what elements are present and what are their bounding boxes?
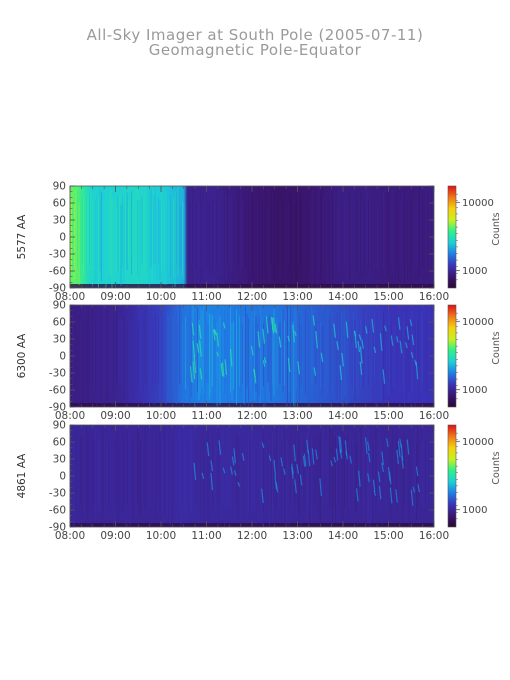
heatmap-texture — [69, 186, 434, 288]
x-tick-label: 11:00 — [191, 410, 221, 422]
y-tick-label: -30 — [49, 368, 66, 380]
x-tick-label: 08:00 — [55, 291, 85, 303]
y-tick-label: -30 — [49, 488, 66, 500]
y-tick-label: -90 — [49, 402, 66, 414]
y-tick-label: 60 — [53, 437, 66, 449]
x-tick-label: 16:00 — [419, 410, 449, 422]
y-axis-label: 6300 AA — [16, 333, 28, 379]
y-tick-label: 0 — [59, 351, 66, 363]
y-tick-label: 30 — [53, 454, 66, 466]
colorbar: 10000 1000 Counts — [447, 304, 502, 408]
x-tick-label: 09:00 — [100, 530, 130, 542]
y-axis-label: 4861 AA — [16, 453, 28, 499]
x-tick-label: 11:00 — [191, 291, 221, 303]
y-tick-label: -60 — [49, 266, 66, 278]
y-tick-label: -30 — [49, 249, 66, 261]
colorbar-label: Counts — [491, 451, 502, 484]
y-tick-label: 90 — [53, 300, 66, 312]
x-tick-label: 16:00 — [419, 530, 449, 542]
y-tick-label: -60 — [49, 385, 66, 397]
y-axis-label: 5577 AA — [16, 214, 28, 260]
y-tick-label: 0 — [59, 232, 66, 244]
x-tick-label: 14:00 — [328, 291, 358, 303]
colorbar-tick-label: 1000 — [462, 266, 487, 277]
x-tick-label: 09:00 — [100, 291, 130, 303]
heatmap-filaments — [193, 436, 420, 506]
x-tick-label: 15:00 — [373, 530, 403, 542]
x-tick-label: 15:00 — [373, 410, 403, 422]
x-tick-label: 10:00 — [146, 291, 176, 303]
x-tick-label: 14:00 — [328, 410, 358, 422]
colorbar: 10000 1000 Counts — [447, 185, 502, 289]
x-tick-label: 10:00 — [146, 530, 176, 542]
x-tick-label: 13:00 — [282, 410, 312, 422]
colorbar-label: Counts — [491, 212, 502, 245]
x-tick-label: 16:00 — [419, 291, 449, 303]
x-tick-label: 12:00 — [237, 291, 267, 303]
x-tick-label: 11:00 — [191, 530, 221, 542]
colorbar-tick-label: 10000 — [462, 317, 494, 328]
colorbar: 10000 1000 Counts — [447, 424, 502, 528]
x-tick-label: 09:00 — [100, 410, 130, 422]
x-tick-label: 14:00 — [328, 530, 358, 542]
heatmap-texture — [69, 305, 434, 407]
y-tick-label: -60 — [49, 505, 66, 517]
y-tick-label: 60 — [53, 317, 66, 329]
x-tick-label: 12:00 — [237, 410, 267, 422]
y-tick-label: 90 — [53, 420, 66, 432]
y-tick-label: -90 — [49, 522, 66, 534]
colorbar-label: Counts — [491, 331, 502, 364]
x-tick-label: 08:00 — [55, 410, 85, 422]
x-tick-label: 12:00 — [237, 530, 267, 542]
x-tick-label: 10:00 — [146, 410, 176, 422]
y-tick-label: -90 — [49, 283, 66, 295]
x-tick-label: 08:00 — [55, 530, 85, 542]
colorbar-tick-label: 10000 — [462, 437, 494, 448]
x-tick-label: 13:00 — [282, 291, 312, 303]
y-tick-label: 0 — [59, 471, 66, 483]
y-tick-label: 60 — [53, 198, 66, 210]
chart-title: All-Sky Imager at South Pole (2005-07-11… — [86, 26, 424, 44]
colorbar-tick-label: 10000 — [462, 198, 494, 209]
colorbar-tick-label: 1000 — [462, 385, 487, 396]
x-tick-label: 13:00 — [282, 530, 312, 542]
chart-subtitle: Geomagnetic Pole-Equator — [148, 41, 362, 59]
y-tick-label: 90 — [53, 181, 66, 193]
y-tick-label: 30 — [53, 334, 66, 346]
y-tick-label: 30 — [53, 215, 66, 227]
x-tick-label: 15:00 — [373, 291, 403, 303]
colorbar-tick-label: 1000 — [462, 505, 487, 516]
heatmap-filaments — [189, 315, 419, 384]
heatmap-texture — [69, 425, 434, 527]
